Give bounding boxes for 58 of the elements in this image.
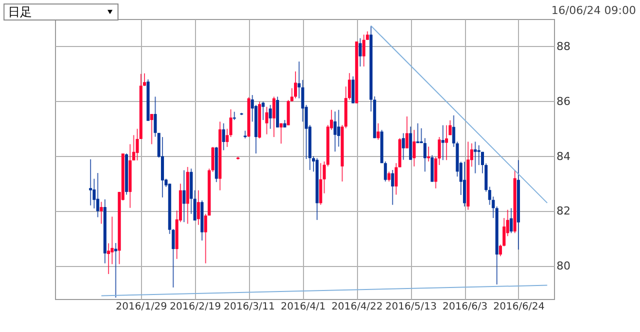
candlestick <box>100 201 103 224</box>
candlestick <box>294 70 298 99</box>
candlestick <box>474 141 477 174</box>
candlestick <box>405 116 408 149</box>
y-tick-label: 82 <box>556 204 570 218</box>
x-tick-label: 2016/4/1 <box>280 302 326 312</box>
text: 日足 <box>8 5 32 19</box>
candlestick <box>463 161 466 207</box>
candlestick <box>337 109 340 148</box>
candlestick <box>445 124 448 161</box>
x-tick-label: 2016/5/13 <box>385 302 437 312</box>
x-tick-label: 2016/3/11 <box>224 302 275 312</box>
x-tick-label: 2016/1/29 <box>116 302 168 312</box>
candlestick <box>211 146 214 172</box>
y-tick-label: 80 <box>556 260 570 273</box>
candlestick <box>394 162 398 196</box>
candlestick <box>441 124 444 161</box>
candlestick <box>416 122 420 144</box>
candlestick <box>96 172 100 218</box>
candlestick <box>434 156 438 189</box>
candlestick <box>358 38 362 67</box>
candlestick <box>477 144 480 166</box>
candlestick <box>262 101 265 121</box>
candlestick <box>182 170 186 223</box>
candlestick <box>172 228 175 288</box>
candlestick <box>362 34 366 67</box>
candlestick <box>319 162 322 206</box>
candlestick <box>193 190 196 221</box>
x-tick-label: 2016/2/19 <box>170 302 221 312</box>
candlestick <box>510 208 513 234</box>
candlestick <box>387 171 390 182</box>
text: 16/06/24 09:00 <box>551 4 636 17</box>
candlestick <box>352 76 355 104</box>
y-tick-label: 88 <box>556 40 570 53</box>
candlestick <box>272 96 276 138</box>
candlestick <box>268 104 272 130</box>
candlestick <box>438 136 441 166</box>
x-tick-label: 2016/4/22 <box>331 302 383 312</box>
candlestick <box>376 122 380 140</box>
candlestick <box>391 169 394 206</box>
candlestick <box>423 138 426 172</box>
candlestick <box>412 129 416 167</box>
x-tick-label: 2016/6/3 <box>442 302 488 312</box>
candlestick <box>89 158 92 206</box>
candlestick <box>402 132 405 160</box>
candlestick <box>427 146 430 162</box>
candlestick <box>452 114 456 148</box>
candlestick <box>222 122 226 151</box>
candlestick <box>229 108 232 138</box>
y-tick-label: 86 <box>556 94 570 108</box>
candlestick <box>150 113 154 145</box>
x-tick-label: 2016/6/24 <box>493 302 545 312</box>
candlestick <box>334 111 337 152</box>
candlestick <box>280 122 283 144</box>
candlestick <box>226 128 229 148</box>
candlestick <box>196 190 200 226</box>
y-tick-label: 84 <box>556 150 570 163</box>
candlestick <box>265 106 268 135</box>
